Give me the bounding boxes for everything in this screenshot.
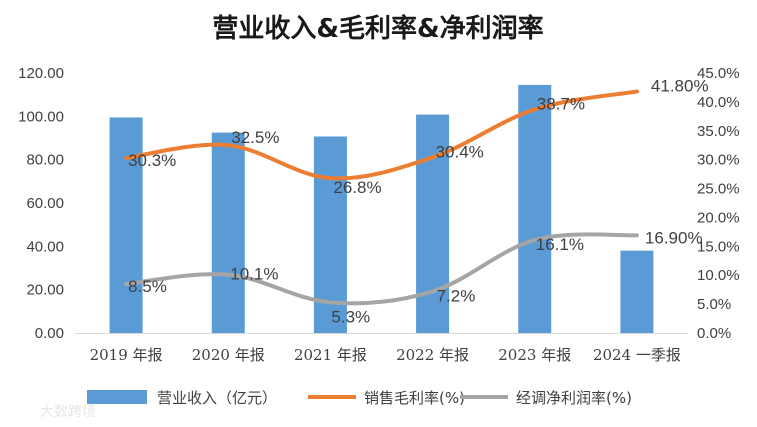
data-label: 10.1% bbox=[230, 265, 278, 284]
combo-chart: 营业收入&毛利率&净利润率 0.00 20.00 40.00 60.00 80.00 10… bbox=[0, 0, 757, 427]
revenue-bar bbox=[518, 85, 551, 333]
legend-swatch bbox=[87, 390, 147, 404]
y-right-tick-label: 20.0% bbox=[697, 209, 740, 226]
data-label: 32.5% bbox=[231, 128, 279, 147]
revenue-bar bbox=[620, 251, 653, 333]
y-left-tick-label: 80.00 bbox=[26, 152, 64, 169]
x-tick-label: 2023 年报 bbox=[498, 346, 571, 364]
y-left-tick-label: 120.00 bbox=[18, 65, 64, 82]
data-label: 26.8% bbox=[333, 178, 381, 197]
plot-area: 0.00 20.00 40.00 60.00 80.00 100.00 120.00 0.0%… bbox=[18, 65, 739, 364]
legend-revenue: 营业收入（亿元） bbox=[87, 389, 277, 407]
data-label: 5.3% bbox=[331, 307, 370, 326]
y-left-tick-label: 40.00 bbox=[26, 238, 64, 255]
data-label: 16.90% bbox=[645, 228, 703, 247]
legend-label: 营业收入（亿元） bbox=[157, 389, 277, 407]
data-label: 16.1% bbox=[536, 235, 584, 254]
y-left-tick-label: 60.00 bbox=[26, 195, 64, 212]
x-tick-label: 2021 年报 bbox=[294, 346, 367, 364]
data-label: 30.3% bbox=[128, 151, 176, 170]
legend-label: 经调净利润率(%) bbox=[516, 389, 632, 407]
watermark: 大数跨境 bbox=[40, 404, 96, 420]
y-right-tick-label: 40.0% bbox=[697, 94, 740, 111]
revenue-bar bbox=[110, 117, 143, 333]
chart-title: 营业收入&毛利率&净利润率 bbox=[212, 13, 543, 44]
y-left-tick-label: 0.00 bbox=[35, 325, 64, 342]
y-right-tick-label: 30.0% bbox=[697, 152, 740, 169]
y-right-tick-label: 15.0% bbox=[697, 238, 740, 255]
x-tick-label: 2019 年报 bbox=[90, 346, 163, 364]
data-label: 30.4% bbox=[436, 142, 484, 161]
y-right-tick-label: 25.0% bbox=[697, 181, 740, 198]
data-label: 38.7% bbox=[537, 94, 585, 113]
x-tick-label: 2024 一季报 bbox=[593, 346, 681, 364]
data-label: 8.5% bbox=[128, 277, 167, 296]
x-tick-label: 2020 年报 bbox=[192, 346, 265, 364]
revenue-bar bbox=[212, 133, 245, 333]
data-label: 41.80% bbox=[651, 76, 709, 95]
x-tick-label: 2022 年报 bbox=[396, 346, 469, 364]
y-right-tick-label: 10.0% bbox=[697, 267, 740, 284]
data-label: 7.2% bbox=[437, 286, 476, 305]
y-right-tick-label: 5.0% bbox=[697, 296, 731, 313]
y-left-tick-label: 100.00 bbox=[18, 108, 64, 125]
legend: 营业收入（亿元） 销售毛利率(%) 经调净利润率(%) bbox=[87, 389, 632, 407]
legend-net-margin: 经调净利润率(%) bbox=[460, 389, 632, 407]
y-right-tick-label: 0.0% bbox=[697, 325, 731, 342]
legend-gross-margin: 销售毛利率(%) bbox=[308, 389, 465, 407]
legend-label: 销售毛利率(%) bbox=[364, 389, 465, 407]
y-left-tick-label: 20.00 bbox=[26, 282, 64, 299]
y-right-tick-label: 35.0% bbox=[697, 123, 740, 140]
